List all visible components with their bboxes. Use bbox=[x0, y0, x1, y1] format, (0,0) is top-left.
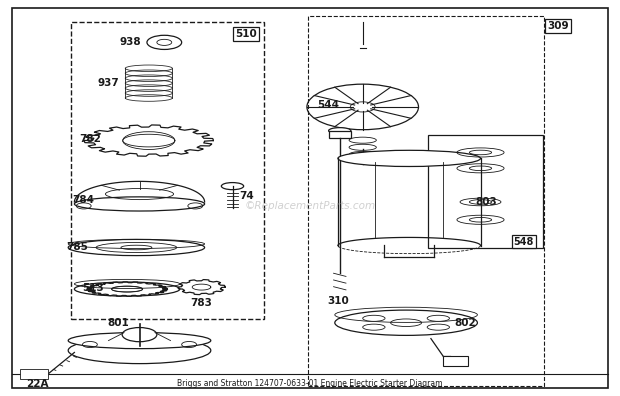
Text: 783: 783 bbox=[190, 298, 213, 308]
Text: 782: 782 bbox=[79, 133, 101, 144]
Ellipse shape bbox=[74, 282, 180, 296]
Text: 784: 784 bbox=[73, 195, 95, 205]
Bar bbox=[71, 22, 264, 319]
Text: 938: 938 bbox=[120, 37, 141, 48]
Polygon shape bbox=[20, 369, 48, 379]
Ellipse shape bbox=[68, 337, 211, 364]
Bar bbox=[428, 135, 542, 248]
Bar bbox=[443, 356, 468, 366]
Ellipse shape bbox=[329, 128, 351, 134]
Ellipse shape bbox=[122, 327, 157, 342]
Text: 785: 785 bbox=[66, 242, 89, 252]
Text: 801: 801 bbox=[107, 318, 129, 328]
Ellipse shape bbox=[338, 150, 480, 166]
Text: 802: 802 bbox=[454, 318, 476, 328]
Bar bbox=[308, 16, 544, 386]
Ellipse shape bbox=[427, 324, 450, 330]
Text: 548: 548 bbox=[514, 236, 534, 247]
Ellipse shape bbox=[68, 333, 211, 348]
Text: 544: 544 bbox=[317, 100, 340, 110]
Ellipse shape bbox=[427, 315, 450, 321]
Text: 310: 310 bbox=[327, 296, 349, 306]
Text: 22A: 22A bbox=[26, 379, 48, 389]
Text: 74: 74 bbox=[239, 191, 254, 201]
Text: 803: 803 bbox=[476, 197, 498, 207]
Text: Briggs and Stratton 124707-0633-01 Engine Electric Starter Diagram: Briggs and Stratton 124707-0633-01 Engin… bbox=[177, 379, 443, 388]
Text: 510: 510 bbox=[235, 29, 257, 39]
Text: 937: 937 bbox=[97, 78, 120, 88]
Text: ©ReplacementParts.com: ©ReplacementParts.com bbox=[244, 201, 376, 211]
Ellipse shape bbox=[68, 240, 205, 255]
Text: 309: 309 bbox=[547, 21, 569, 31]
Ellipse shape bbox=[363, 315, 385, 321]
Ellipse shape bbox=[363, 324, 385, 330]
Ellipse shape bbox=[335, 310, 477, 335]
Text: 513: 513 bbox=[82, 283, 104, 293]
Bar bbox=[329, 131, 351, 138]
